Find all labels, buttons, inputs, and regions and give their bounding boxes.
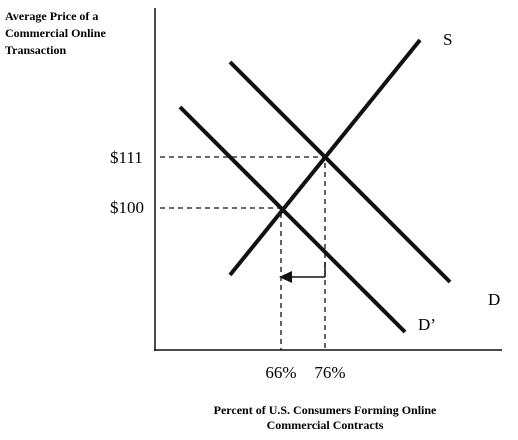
curve-label: D (488, 290, 500, 309)
curve-label: D’ (418, 315, 436, 334)
x-axis-label: Commercial Contracts (267, 418, 384, 432)
price-label: $111 (110, 148, 143, 167)
arrow-head (279, 271, 292, 283)
y-axis-label: Average Price of a (5, 9, 98, 23)
y-axis-label: Transaction (5, 43, 66, 57)
price-label: $100 (110, 198, 144, 217)
quantity-label: 76% (314, 363, 345, 382)
curve-label: S (443, 30, 452, 49)
demand-curve-shifted (178, 105, 407, 334)
quantity-label: 66% (265, 363, 296, 382)
guide-line (160, 207, 282, 350)
y-axis-label: Commercial Online (5, 26, 106, 40)
demand-curve (228, 60, 452, 284)
x-axis-label: Percent of U.S. Consumers Forming Online (214, 403, 437, 417)
